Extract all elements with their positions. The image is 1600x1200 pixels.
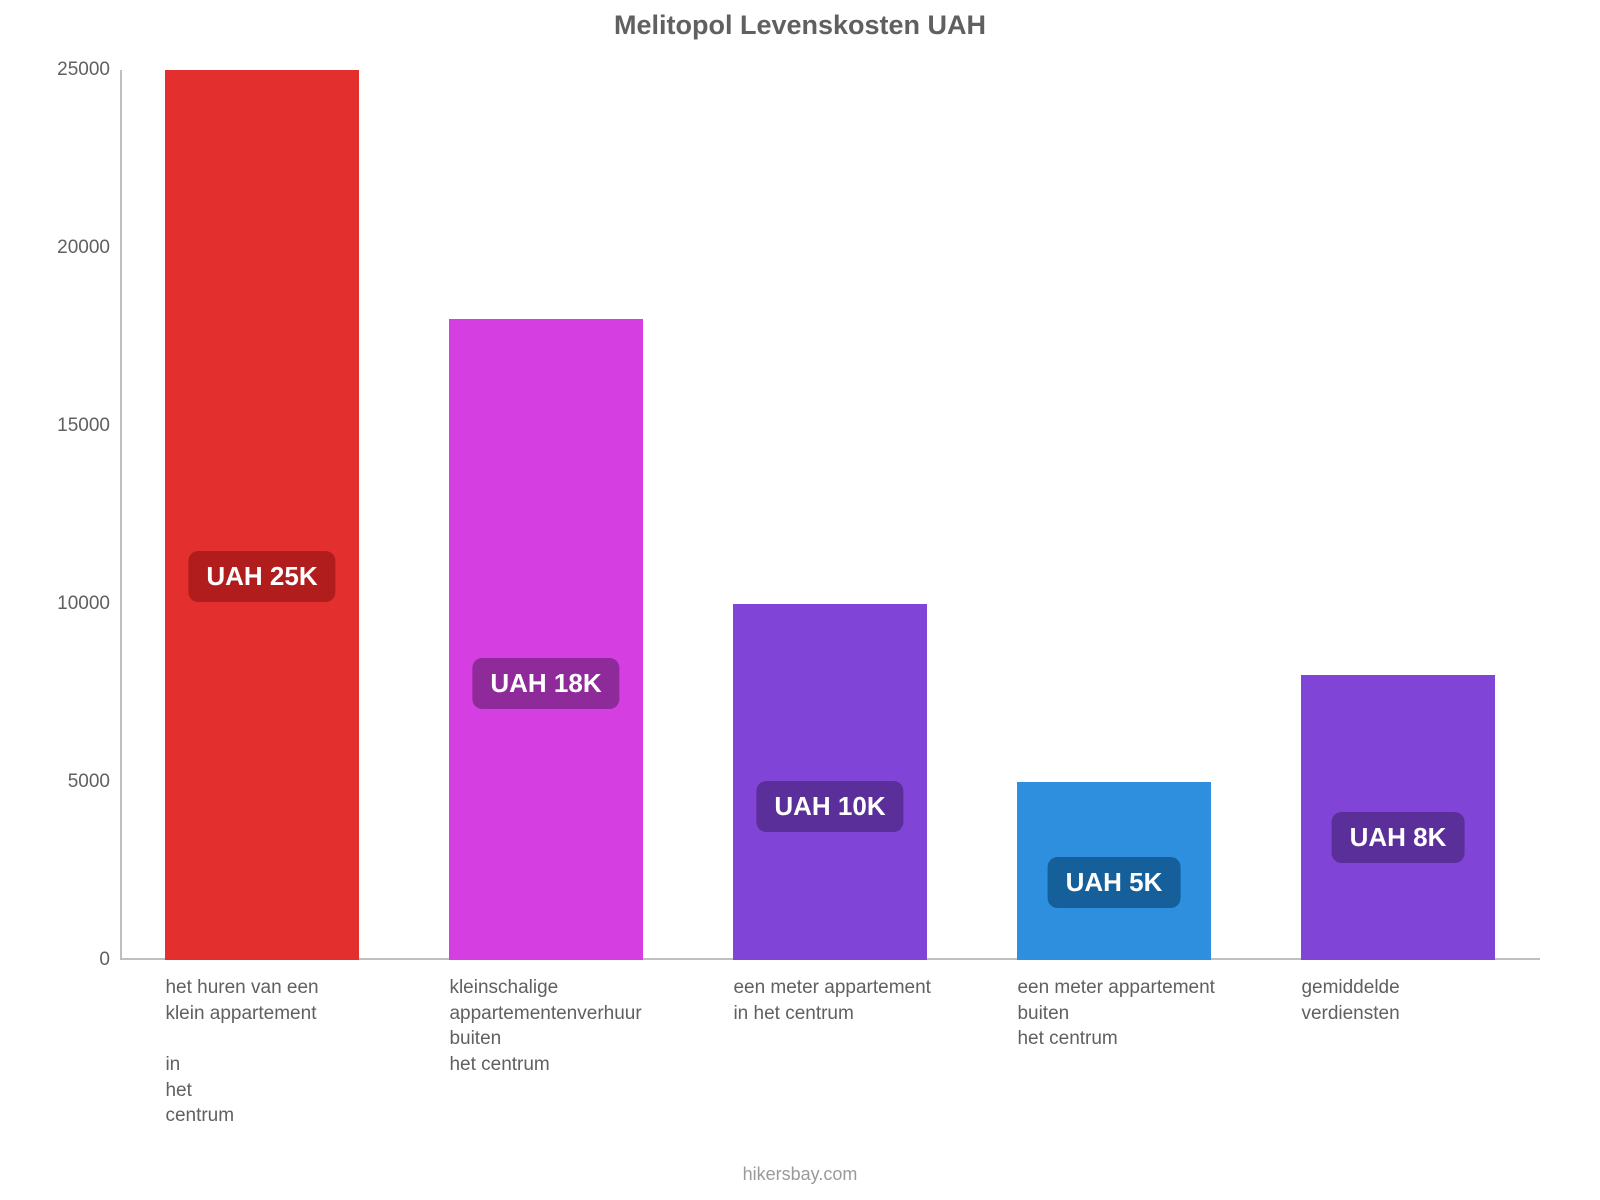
bar: UAH 10K bbox=[733, 604, 926, 960]
x-axis-label: een meter appartement in het centrum bbox=[733, 975, 966, 1026]
bar: UAH 25K bbox=[165, 70, 358, 960]
bar: UAH 8K bbox=[1301, 675, 1494, 960]
value-badge: UAH 25K bbox=[188, 551, 335, 602]
ytick-label: 0 bbox=[99, 949, 110, 971]
ytick-label: 20000 bbox=[57, 237, 110, 259]
bar: UAH 5K bbox=[1017, 782, 1210, 960]
x-axis-label: het huren van een klein appartement in h… bbox=[165, 975, 398, 1129]
ytick-label: 15000 bbox=[57, 415, 110, 437]
value-badge: UAH 18K bbox=[472, 658, 619, 709]
value-badge: UAH 10K bbox=[756, 781, 903, 832]
chart-title: Melitopol Levenskosten UAH bbox=[0, 10, 1600, 41]
ytick-label: 25000 bbox=[57, 59, 110, 81]
attribution: hikersbay.com bbox=[0, 1164, 1600, 1185]
x-axis-label: gemiddelde verdiensten bbox=[1301, 975, 1534, 1026]
value-badge: UAH 8K bbox=[1332, 812, 1465, 863]
ytick-label: 10000 bbox=[57, 593, 110, 615]
x-axis-label: een meter appartement buiten het centrum bbox=[1017, 975, 1250, 1052]
cost-of-living-chart: Melitopol Levenskosten UAH 0 5000 10000 150… bbox=[0, 0, 1600, 1200]
value-badge: UAH 5K bbox=[1048, 857, 1181, 908]
bars-container: UAH 25K UAH 18K UAH 10K UAH 5K UAH 8K bbox=[120, 70, 1540, 960]
x-axis-label: kleinschalige appartementenverhuur buite… bbox=[449, 975, 682, 1078]
ytick-label: 5000 bbox=[68, 771, 110, 793]
bar: UAH 18K bbox=[449, 319, 642, 960]
